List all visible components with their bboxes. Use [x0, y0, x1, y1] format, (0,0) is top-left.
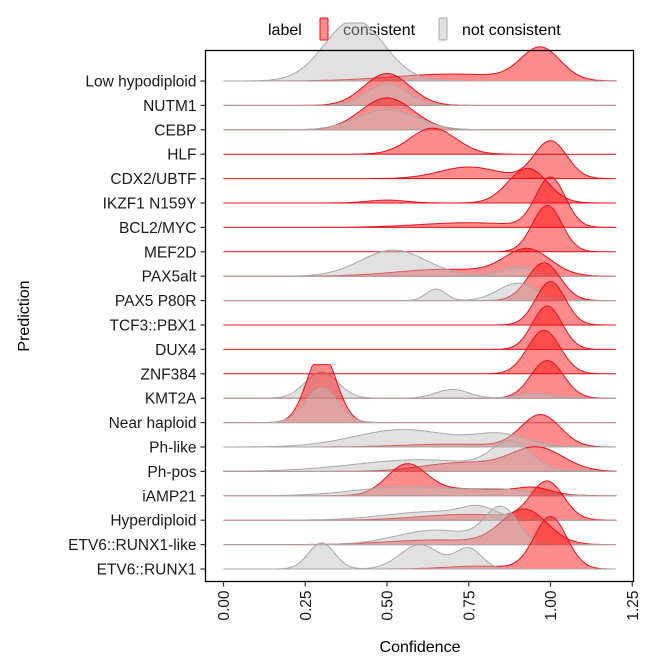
ridge-hlf-consistent	[223, 127, 616, 155]
ridge-low-hypodiploid-not-consistent	[223, 22, 616, 82]
ridge-plot-area	[223, 22, 617, 570]
x-tick-label-0.00: 0.00	[216, 590, 233, 621]
ridge-ikzf1-n159y-consistent	[223, 167, 616, 204]
plot-panel-border	[204, 49, 635, 583]
y-tick-label-iamp21: iAMP21	[142, 488, 196, 505]
ridge-pax5alt-not-consistent	[223, 249, 616, 277]
y-tick-label-cebp: CEBP	[154, 122, 196, 139]
y-tick-label-pax5-p80r: PAX5 P80R	[115, 293, 197, 310]
ridge-dux4-consistent	[223, 305, 616, 350]
ridge-nutm1-not-consistent	[223, 82, 616, 106]
y-tick-label-bcl2-myc: BCL2/MYC	[119, 220, 197, 237]
y-tick-label-znf384: ZNF384	[141, 366, 197, 383]
legend-key-not-consistent	[438, 17, 448, 41]
legend-label-consistent: consistent	[343, 22, 416, 39]
y-tick-label-near-haploid: Near haploid	[109, 415, 197, 432]
y-tick-label-low-hypodiploid: Low hypodiploid	[85, 74, 196, 91]
x-axis: 0.00 0.25 0.50 0.75 1.00 1.25	[216, 581, 642, 621]
y-tick-label-tcf3-pbx1: TCF3::PBX1	[110, 318, 197, 335]
y-axis: Low hypodiploid NUTM1 CEBP HLF CDX2/UBTF IKZF…	[68, 74, 206, 579]
x-tick-label-1.00: 1.00	[543, 590, 560, 621]
y-tick-label-ph-pos: Ph-pos	[147, 464, 196, 481]
y-tick-label-dux4: DUX4	[155, 342, 197, 359]
y-tick-label-hyperdiploid: Hyperdiploid	[110, 513, 196, 530]
ridge-bcl2-myc-consistent	[223, 176, 617, 228]
ridge-near-haploid-not-consistent	[223, 387, 616, 424]
y-tick-label-cdx2-ubtf: CDX2/UBTF	[110, 171, 196, 188]
ridge-iamp21-not-consistent	[223, 486, 616, 497]
ridge-ph-pos-not-consistent	[223, 440, 617, 472]
ridge-kmt2a-not-consistent	[223, 371, 616, 399]
y-axis-title: Prediction	[16, 280, 33, 351]
ridge-cebp-not-consistent	[223, 109, 616, 131]
legend-key-consistent	[319, 17, 329, 41]
legend-label-not-consistent: not consistent	[462, 22, 561, 39]
ridge-kmt2a-consistent	[223, 359, 616, 399]
legend-title: label	[268, 22, 302, 39]
ridge-tcf3-pbx1-consistent	[223, 280, 616, 326]
legend: label consistent not consistent	[268, 17, 561, 41]
x-tick-label-0.50: 0.50	[380, 590, 397, 621]
y-tick-label-nutm1: NUTM1	[143, 98, 196, 115]
ridge-cdx2-ubtf-consistent	[223, 140, 616, 180]
x-tick-label-0.25: 0.25	[298, 591, 315, 621]
ridge-etv6-runx1-not-consistent	[223, 542, 616, 570]
y-tick-label-hlf: HLF	[167, 147, 196, 164]
ridge-mef2d-consistent	[223, 204, 616, 253]
y-tick-label-mef2d: MEF2D	[144, 244, 197, 261]
ridge-znf384-consistent	[223, 329, 616, 375]
y-tick-label-ph-like: Ph-like	[149, 440, 196, 457]
y-tick-label-etv6-runx1-like: ETV6::RUNX1-like	[68, 537, 196, 554]
x-axis-title: Confidence	[380, 639, 461, 656]
ridge-hyperdiploid-not-consistent	[223, 504, 616, 521]
ridge-pax5-p80r-not-consistent	[223, 282, 616, 302]
y-tick-label-ikzf1-n159y: IKZF1 N159Y	[103, 196, 197, 213]
y-tick-label-kmt2a: KMT2A	[145, 391, 197, 408]
ridge-etv6-runx1-like-not-consistent	[223, 505, 616, 546]
y-tick-label-etv6-runx1: ETV6::RUNX1	[97, 562, 197, 579]
y-tick-label-pax5alt: PAX5alt	[142, 269, 198, 286]
x-tick-label-0.75: 0.75	[461, 591, 478, 621]
x-tick-label-1.25: 1.25	[625, 591, 642, 621]
